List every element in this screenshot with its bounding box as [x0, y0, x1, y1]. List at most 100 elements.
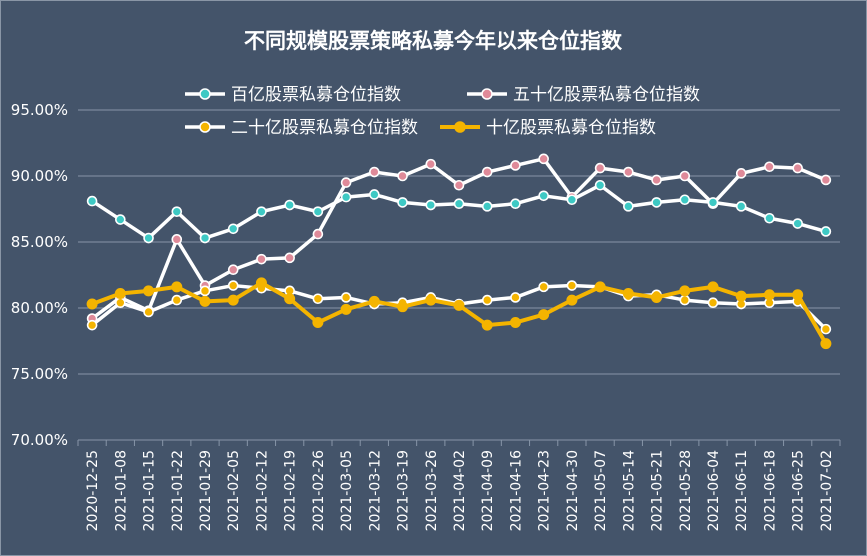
data-point — [397, 301, 409, 313]
legend-item: 百亿股票私募仓位指数 — [185, 85, 401, 105]
x-tick-label: 2021-03-12 — [367, 450, 383, 531]
y-tick-label: 95.00% — [11, 101, 68, 119]
data-point — [425, 199, 437, 211]
data-point — [453, 299, 465, 311]
data-point — [284, 252, 295, 264]
data-point — [86, 319, 98, 331]
data-point — [679, 194, 691, 206]
x-tick-label: 2021-05-07 — [593, 450, 609, 531]
data-point — [594, 162, 606, 174]
data-point — [538, 190, 549, 202]
y-tick-label: 85.00% — [11, 233, 68, 251]
legend-label: 五十亿股票私募仓位指数 — [513, 85, 700, 105]
data-point — [199, 232, 211, 244]
data-point — [453, 179, 465, 191]
data-point — [820, 174, 832, 186]
data-point — [510, 292, 521, 303]
series-line — [91, 183, 827, 240]
x-tick-label: 2021-04-02 — [452, 450, 468, 531]
data-point — [510, 198, 521, 210]
data-point — [312, 228, 324, 240]
x-tick-label: 2021-03-19 — [396, 450, 412, 531]
data-point — [594, 179, 606, 191]
y-tick-label: 75.00% — [11, 365, 68, 383]
x-tick-label: 2021-04-16 — [508, 450, 524, 531]
data-point — [425, 294, 437, 306]
chart-title: 不同规模股票策略私募今年以来仓位指数 — [244, 29, 623, 53]
data-point — [510, 160, 521, 171]
data-point — [171, 281, 183, 293]
data-point — [679, 170, 691, 182]
x-axis: 2020-12-25 2021-01-08 2021-01-15 2021-01-22… — [85, 450, 835, 531]
x-tick-label: 2021-05-14 — [621, 450, 637, 531]
data-point — [820, 226, 832, 237]
x-tick-label: 2021-04-23 — [537, 450, 553, 531]
legend-item: 五十亿股票私募仓位指数 — [467, 85, 700, 105]
data-point — [735, 201, 747, 212]
data-point — [764, 212, 775, 224]
data-point — [792, 162, 803, 174]
data-point — [820, 323, 832, 335]
plot-area — [86, 153, 832, 350]
data-point — [397, 197, 408, 208]
data-point — [340, 191, 352, 203]
data-point — [340, 292, 352, 303]
x-tick-label: 2021-06-25 — [791, 450, 807, 531]
data-point — [651, 291, 663, 303]
series-2 — [86, 153, 832, 324]
legend-marker — [454, 121, 466, 133]
data-point — [227, 223, 239, 235]
data-point — [707, 281, 719, 293]
y-tick-label: 70.00% — [11, 431, 68, 449]
data-point — [143, 232, 154, 244]
x-tick-label: 2021-04-30 — [565, 450, 581, 531]
x-tick-label: 2021-02-12 — [254, 450, 270, 531]
data-point — [227, 264, 239, 276]
data-point — [369, 189, 380, 200]
data-point — [538, 153, 549, 165]
x-tick-label: 2021-03-05 — [339, 450, 355, 531]
legend-label: 百亿股票私募仓位指数 — [231, 85, 401, 105]
data-point — [538, 281, 549, 293]
data-point — [312, 293, 324, 305]
data-point — [340, 303, 352, 315]
data-point — [171, 206, 183, 217]
legend-marker — [481, 88, 493, 100]
data-point — [397, 170, 408, 182]
data-point — [115, 214, 126, 225]
data-point — [481, 201, 493, 212]
data-point — [256, 206, 267, 217]
data-point — [623, 166, 634, 178]
data-point — [199, 285, 211, 297]
legend-item: 二十亿股票私募仓位指数 — [185, 118, 418, 138]
data-point — [651, 197, 662, 208]
data-point — [312, 206, 324, 217]
data-point — [707, 197, 719, 208]
data-point — [115, 297, 126, 309]
data-point — [623, 201, 634, 212]
series-1 — [86, 179, 832, 244]
data-point — [171, 294, 183, 306]
data-point — [594, 281, 606, 293]
data-point — [735, 168, 747, 179]
x-tick-label: 2021-04-09 — [480, 450, 496, 531]
data-point — [453, 198, 465, 210]
data-point — [566, 194, 578, 206]
data-point — [425, 158, 437, 170]
data-point — [538, 309, 550, 321]
data-point — [763, 289, 775, 301]
series-4 — [86, 277, 832, 350]
data-point — [227, 294, 239, 306]
x-tick-label: 2021-01-08 — [113, 450, 129, 531]
data-point — [792, 218, 803, 229]
data-point — [114, 287, 126, 299]
x-tick-label: 2021-06-18 — [762, 450, 778, 531]
x-tick-label: 2021-02-05 — [226, 450, 242, 531]
data-point — [679, 294, 691, 306]
x-tick-label: 2021-03-26 — [424, 450, 440, 531]
data-point — [566, 294, 578, 306]
data-point — [792, 289, 804, 301]
y-axis: 70.00% 75.00% 80.00% 85.00% 90.00% 95.00% — [11, 101, 68, 449]
data-point — [481, 294, 493, 306]
x-tick-label: 2021-01-22 — [170, 450, 186, 531]
